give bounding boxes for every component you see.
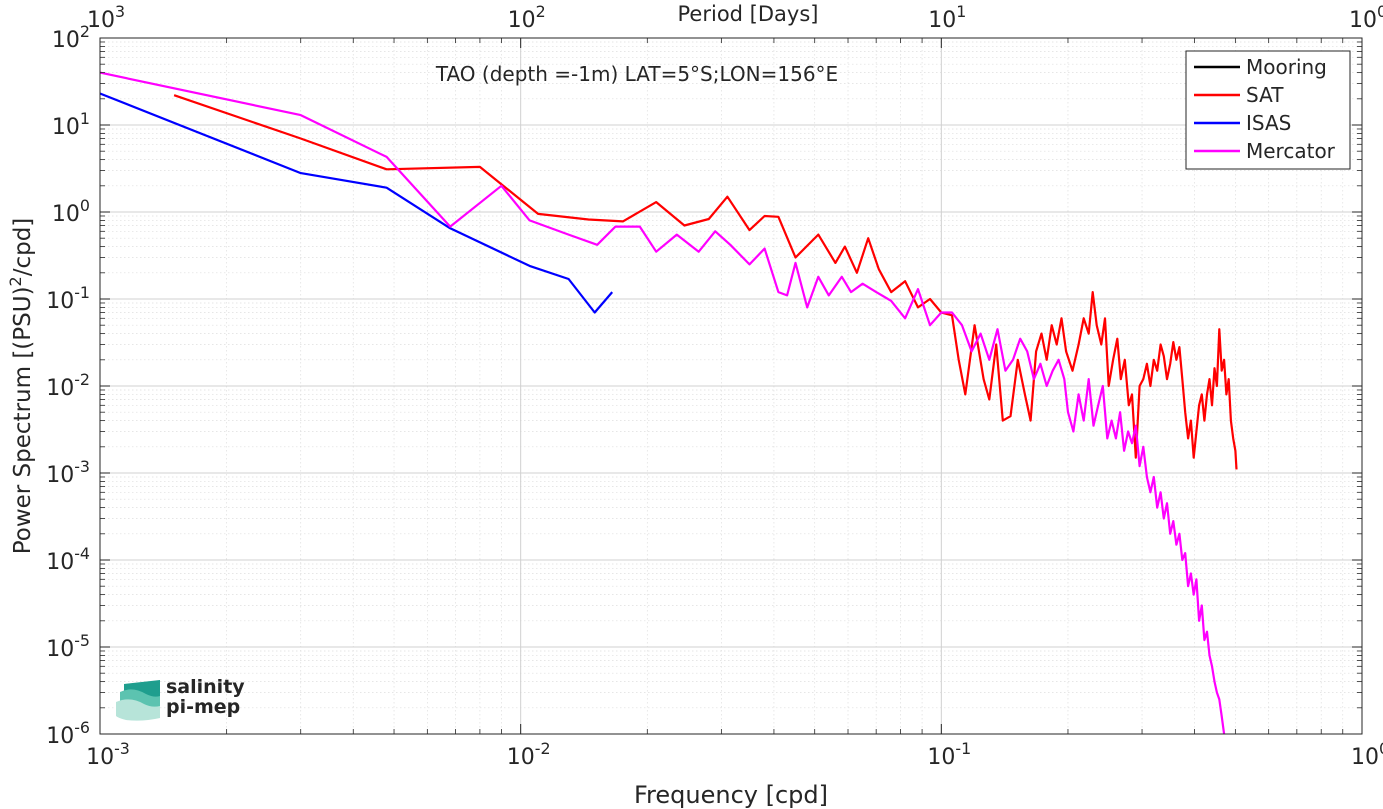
logo-wave-front [116, 699, 160, 721]
x-axis-label: Frequency [cpd] [634, 781, 828, 809]
legend-label-sat: SAT [1246, 83, 1284, 107]
series-line-mercator [99, 71, 1226, 735]
top-axis-label: Period [Days] [678, 2, 819, 26]
y-tick-label: 10-5 [46, 631, 90, 662]
logo-text-pi-mep: pi-mep [166, 696, 240, 718]
y-tick-label: 100 [52, 196, 90, 227]
y-tick-label: 10-1 [46, 283, 90, 314]
x-tick-label: 10-3 [86, 739, 130, 770]
top-tick-label: 103 [87, 2, 125, 33]
y-tick-labels: 102 101 100 10-1 10-2 10-3 10-4 10-5 10-6 [46, 22, 90, 749]
series-layer [99, 71, 1238, 735]
series-line-isas [99, 92, 614, 314]
y-tick-label: 101 [52, 109, 90, 140]
x-tick-label: 10-1 [927, 739, 971, 770]
x-tick-labels: 10-3 10-2 10-1 100 [86, 739, 1383, 770]
y-axis-label: Power Spectrum [(PSU)2/cpd] [6, 218, 36, 555]
y-tick-label: 10-4 [46, 544, 90, 575]
y-tick-label: 102 [52, 22, 90, 53]
legend: Mooring SAT ISAS Mercator [1185, 50, 1351, 170]
y-tick-label: 10-2 [46, 370, 90, 401]
legend-box [1185, 50, 1351, 170]
top-tick-labels: 103 102 101 100 [87, 2, 1383, 33]
y-tick-label: 10-3 [46, 457, 90, 488]
legend-label-mooring: Mooring [1246, 55, 1327, 79]
legend-label-mercator: Mercator [1246, 139, 1336, 163]
logo-text-salinity: salinity [166, 676, 245, 698]
top-tick-label: 102 [508, 2, 546, 33]
x-tick-label: 100 [1351, 739, 1383, 770]
chart-title: TAO (depth =-1m) LAT=5°S;LON=156°E [435, 62, 838, 86]
series-line-sat [173, 94, 1238, 470]
top-tick-label: 101 [928, 2, 966, 33]
salinity-pi-mep-logo: salinity pi-mep [116, 676, 245, 721]
legend-label-isas: ISAS [1246, 111, 1291, 135]
tick-marks [99, 37, 1363, 735]
top-tick-label: 100 [1349, 2, 1383, 33]
x-tick-label: 10-2 [507, 739, 551, 770]
y-tick-label: 10-6 [46, 718, 90, 749]
